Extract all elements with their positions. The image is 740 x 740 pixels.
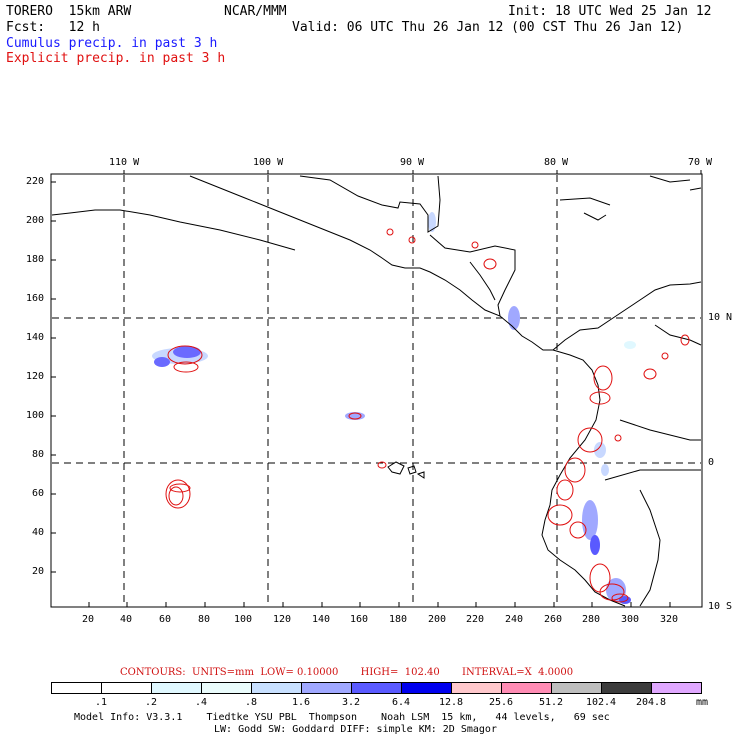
valid-time: Valid: 06 UTC Thu 26 Jan 12 (00 CST Thu … xyxy=(292,20,684,35)
x-tick: 100 xyxy=(234,614,253,625)
legend-label: .2 xyxy=(144,697,158,708)
x-tick: 320 xyxy=(660,614,679,625)
y-tick: 120 xyxy=(26,371,45,382)
legend-swatch xyxy=(501,682,552,694)
legend-swatch xyxy=(51,682,102,694)
y-tick: 60 xyxy=(32,488,45,499)
lon-label-100w: 100 W xyxy=(253,157,284,168)
legend-label: 1.6 xyxy=(291,697,311,708)
legend-label: .4 xyxy=(194,697,208,708)
y-tick: 220 xyxy=(26,176,45,187)
model-info-line1: Model Info: V3.3.1 Tiedtke YSU PBL Thomp… xyxy=(74,712,610,723)
legend-swatch xyxy=(651,682,702,694)
legend-swatch xyxy=(151,682,202,694)
legend-label: 3.2 xyxy=(341,697,361,708)
legend-label: 204.8 xyxy=(635,697,667,708)
legend-swatch xyxy=(101,682,152,694)
explicit-title: Explicit precip. in past 3 h xyxy=(6,51,226,66)
x-tick: 300 xyxy=(621,614,640,625)
legend-swatch xyxy=(351,682,402,694)
left-tick-marks xyxy=(51,181,56,573)
x-tick: 120 xyxy=(273,614,292,625)
x-tick: 240 xyxy=(505,614,524,625)
cumulus-title: Cumulus precip. in past 3 h xyxy=(6,36,218,51)
legend-label: 25.6 xyxy=(488,697,514,708)
legend-swatch xyxy=(601,682,652,694)
legend-swatch xyxy=(451,682,502,694)
legend-label: 102.4 xyxy=(585,697,617,708)
y-tick: 20 xyxy=(32,566,45,577)
y-tick: 140 xyxy=(26,332,45,343)
y-tick: 200 xyxy=(26,215,45,226)
legend-label: .1 xyxy=(94,697,108,708)
legend-label: 6.4 xyxy=(391,697,411,708)
legend-swatch xyxy=(401,682,452,694)
lon-label-110w: 110 W xyxy=(109,157,140,168)
lat-label-0: 0 xyxy=(708,457,715,468)
x-tick: 80 xyxy=(198,614,211,625)
forecast-hour: Fcst: 12 h xyxy=(6,20,100,35)
model-name: TORERO 15km ARW xyxy=(6,4,132,19)
x-tick: 140 xyxy=(312,614,331,625)
x-tick: 180 xyxy=(389,614,408,625)
x-tick: 40 xyxy=(120,614,133,625)
x-tick: 60 xyxy=(159,614,172,625)
cumulus-precip xyxy=(152,212,636,604)
y-tick: 180 xyxy=(26,254,45,265)
map-frame xyxy=(50,173,703,608)
y-tick: 100 xyxy=(26,410,45,421)
x-tick: 200 xyxy=(428,614,447,625)
y-tick: 40 xyxy=(32,527,45,538)
y-tick: 80 xyxy=(32,449,45,460)
legend-label: 12.8 xyxy=(438,697,464,708)
x-tick: 220 xyxy=(466,614,485,625)
legend-swatch xyxy=(201,682,252,694)
coastlines xyxy=(51,175,702,607)
lon-label-80w: 80 W xyxy=(544,157,569,168)
legend-label: .8 xyxy=(244,697,258,708)
lon-label-90w: 90 W xyxy=(400,157,425,168)
contours-info: CONTOURS: UNITS=mm LOW= 0.10000 HIGH= 10… xyxy=(120,667,574,678)
legend-swatch xyxy=(551,682,602,694)
x-tick: 20 xyxy=(82,614,95,625)
x-tick: 260 xyxy=(544,614,563,625)
lat-label-10n: 10 N xyxy=(708,312,733,323)
init-time: Init: 18 UTC Wed 25 Jan 12 xyxy=(508,4,712,19)
legend-swatch xyxy=(251,682,302,694)
organization: NCAR/MMM xyxy=(224,4,287,19)
x-tick: 160 xyxy=(350,614,369,625)
bottom-tick-marks xyxy=(88,602,671,607)
lon-label-70w: 70 W xyxy=(688,157,713,168)
legend-swatch xyxy=(301,682,352,694)
model-info-line2: LW: Godd SW: Goddard DIFF: simple KM: 2D… xyxy=(214,724,497,735)
explicit-precip-contours xyxy=(165,228,690,603)
lat-label-10s: 10 S xyxy=(708,601,733,612)
y-tick: 160 xyxy=(26,293,45,304)
legend-label: 51.2 xyxy=(538,697,564,708)
lat-lon-grid xyxy=(52,175,701,606)
top-tick-marks xyxy=(123,170,702,174)
legend-unit: mm xyxy=(696,697,709,708)
x-tick: 280 xyxy=(582,614,601,625)
